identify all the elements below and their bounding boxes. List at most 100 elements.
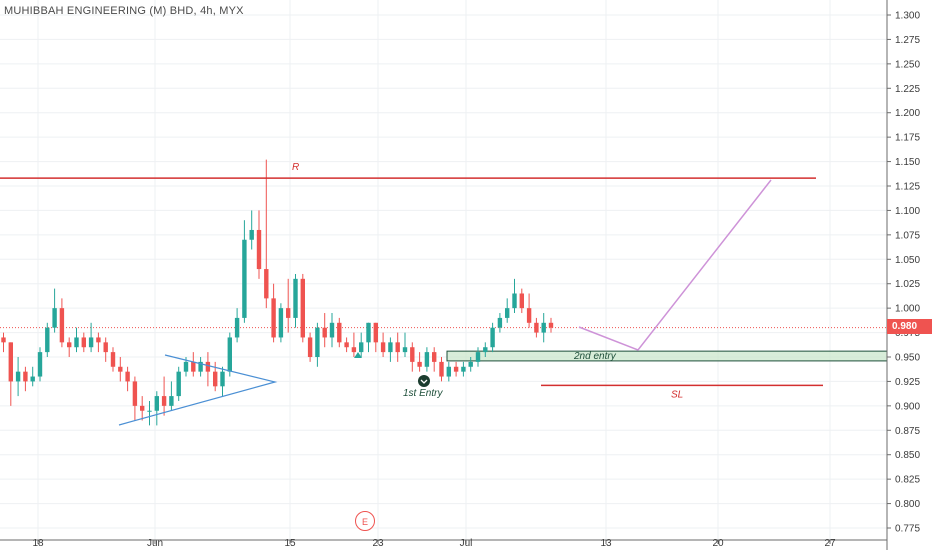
- candle: [8, 342, 13, 406]
- candle-body: [176, 371, 181, 397]
- candle: [453, 361, 459, 377]
- time-tick-label: 18: [32, 538, 44, 549]
- candle-body: [307, 337, 313, 357]
- candle: [264, 159, 269, 309]
- candle-body: [264, 269, 269, 299]
- candle: [534, 317, 539, 338]
- price-tick-label: 0.775: [895, 524, 920, 535]
- price-tick-label: 0.800: [895, 499, 920, 510]
- candle: [110, 347, 116, 372]
- candle: [67, 337, 72, 357]
- candle-body: [191, 361, 196, 372]
- candle-body: [96, 337, 101, 343]
- candle-body: [183, 361, 189, 372]
- stop-loss-label: SL: [671, 389, 683, 400]
- last-price-label: 0.980: [887, 319, 932, 334]
- candle-body: [88, 337, 94, 348]
- candle-body: [169, 396, 174, 406]
- candle: [176, 366, 181, 401]
- candle-body: [432, 352, 437, 362]
- price-tick-label: 1.225: [895, 84, 920, 95]
- price-tick-label: 0.925: [895, 377, 920, 388]
- price-tick-label: 0.850: [895, 450, 920, 461]
- price-tick-label: 0.950: [895, 353, 920, 364]
- candle: [439, 357, 444, 382]
- candle: [483, 342, 488, 357]
- candle-body: [526, 308, 532, 323]
- price-tick-label: 1.025: [895, 279, 920, 290]
- candle-body: [468, 361, 473, 367]
- candle: [475, 347, 481, 367]
- earnings-icon[interactable]: E: [355, 511, 375, 531]
- candle: [103, 337, 108, 362]
- candle: [300, 273, 305, 343]
- entry1-label: 1st Entry: [403, 388, 443, 399]
- candle-body: [483, 347, 488, 353]
- candle: [227, 332, 232, 377]
- candle: [1, 332, 6, 353]
- price-tick-label: 0.875: [895, 426, 920, 437]
- candle: [30, 366, 35, 387]
- candle: [490, 322, 495, 353]
- candle-body: [519, 293, 524, 309]
- candle-body: [410, 347, 415, 362]
- candle-body: [322, 327, 327, 338]
- candle-body: [461, 366, 466, 372]
- candle-body: [256, 229, 262, 270]
- candle-body: [234, 317, 240, 338]
- candle-body: [227, 337, 232, 372]
- candle: [402, 332, 408, 357]
- candle: [468, 357, 473, 372]
- candle: [395, 332, 400, 362]
- candle-body: [359, 342, 364, 353]
- candle: [96, 332, 101, 353]
- candle-body: [337, 322, 342, 343]
- candle-body: [125, 371, 130, 382]
- candle-body: [512, 293, 517, 309]
- candle: [45, 322, 50, 357]
- time-tick-label: 27: [824, 538, 836, 549]
- candle: [23, 366, 28, 392]
- candle-body: [8, 342, 13, 382]
- candle-body: [161, 396, 167, 406]
- candle-body: [417, 361, 422, 367]
- drawings: R 2nd entry SL 1st Entry: [0, 162, 823, 426]
- price-tick-label: 1.075: [895, 230, 920, 241]
- candle-body: [205, 361, 211, 372]
- entry2-label: 2nd entry: [573, 351, 617, 362]
- time-tick-label: 13: [600, 538, 612, 549]
- candle: [512, 278, 517, 314]
- candle-body: [439, 361, 444, 377]
- entry1-icon: [418, 375, 430, 387]
- candle-body: [52, 308, 57, 328]
- candle-body: [271, 298, 276, 338]
- candle: [380, 332, 386, 357]
- candle: [154, 391, 159, 426]
- candle: [249, 210, 254, 250]
- candle-body: [388, 342, 393, 353]
- candle: [147, 400, 152, 426]
- chart-grid: [0, 0, 887, 540]
- candle: [388, 337, 393, 362]
- candle-body: [541, 322, 546, 333]
- candle: [37, 347, 43, 382]
- time-tick-label: Jun: [147, 538, 163, 549]
- candle: [118, 357, 123, 382]
- candle-body: [1, 337, 6, 343]
- price-tick-label: 1.300: [895, 11, 920, 22]
- candle: [278, 303, 284, 343]
- candle-body: [380, 342, 386, 353]
- price-tick-label: 1.200: [895, 108, 920, 119]
- candle-body: [242, 239, 247, 318]
- candle-body: [103, 342, 108, 353]
- candle: [286, 278, 291, 333]
- candle: [359, 332, 364, 357]
- candle: [446, 361, 451, 382]
- candle-body: [23, 371, 28, 382]
- candle: [307, 332, 313, 362]
- time-tick-label: 15: [284, 538, 296, 549]
- candle-body: [74, 337, 79, 348]
- candle-body: [402, 347, 408, 353]
- candle-body: [37, 352, 43, 377]
